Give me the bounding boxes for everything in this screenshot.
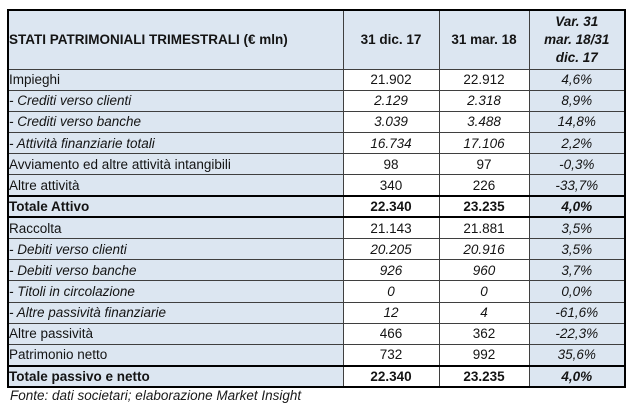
- value-31-mar-18: 2.318: [438, 89, 530, 112]
- value-31-dic-17: 22.340: [342, 364, 440, 388]
- value-var: -22,3%: [528, 322, 626, 345]
- row-label: Altre attività: [7, 174, 344, 197]
- value-31-dic-17: 732: [342, 343, 440, 367]
- value-31-mar-18: 226: [438, 174, 530, 197]
- value-31-dic-17: 340: [342, 174, 440, 197]
- value-var: 4,0%: [528, 364, 626, 388]
- table-row: - Titoli in circolazione 0 0 0,0%: [7, 280, 626, 303]
- row-label: - Altre passività finanziarie: [7, 301, 344, 324]
- value-var: -0,3%: [528, 153, 626, 176]
- row-label: Altre passività: [7, 322, 344, 345]
- table-row: - Debiti verso clienti 20.205 20.916 3,5%: [7, 237, 626, 261]
- value-31-dic-17: 2.129: [342, 89, 440, 112]
- var-header-line-1: Var. 31: [555, 14, 599, 30]
- value-var: 8,9%: [528, 89, 626, 112]
- row-label: Avviamento ed altre attività intangibili: [7, 153, 344, 176]
- value-31-dic-17: 22.340: [342, 195, 440, 219]
- row-label: - Debiti verso banche: [7, 259, 344, 282]
- value-31-dic-17: 21.143: [342, 216, 440, 240]
- row-label: Raccolta: [7, 216, 344, 240]
- value-31-dic-17: 21.902: [342, 68, 440, 91]
- row-label: Totale passivo e netto: [7, 364, 344, 388]
- value-31-mar-18: 0: [438, 280, 530, 303]
- table-row: Raccolta 21.143 21.881 3,5%: [7, 216, 626, 240]
- value-var: 4,6%: [528, 68, 626, 91]
- table-row: - Crediti verso clienti 2.129 2.318 8,9%: [7, 89, 626, 112]
- row-label: - Crediti verso banche: [7, 110, 344, 134]
- value-31-mar-18: 17.106: [438, 132, 530, 155]
- value-var: 4,0%: [528, 195, 626, 219]
- table-title: STATI PATRIMONIALI TRIMESTRALI (€ mln): [7, 9, 344, 70]
- value-var: 3,5%: [528, 237, 626, 261]
- value-31-dic-17: 0: [342, 280, 440, 303]
- value-31-mar-18: 97: [438, 153, 530, 176]
- value-31-dic-17: 20.205: [342, 237, 440, 261]
- value-31-dic-17: 466: [342, 322, 440, 345]
- table-row: Altre passività 466 362 -22,3%: [7, 322, 626, 345]
- table-row: - Debiti verso banche 926 960 3,7%: [7, 259, 626, 282]
- table-row: - Attività finanziarie totali 16.734 17.10…: [7, 132, 626, 155]
- value-var: 2,2%: [528, 132, 626, 155]
- var-header-line-3: dic. 17: [555, 49, 598, 65]
- balance-sheet-table: STATI PATRIMONIALI TRIMESTRALI (€ mln) 3…: [7, 9, 626, 388]
- row-label: - Crediti verso clienti: [7, 89, 344, 112]
- value-31-mar-18: 23.235: [438, 195, 530, 219]
- value-var: -33,7%: [528, 174, 626, 197]
- row-label: Patrimonio netto: [7, 343, 344, 367]
- table-row: Totale passivo e netto 22.340 23.235 4,0%: [7, 364, 626, 388]
- value-31-dic-17: 926: [342, 259, 440, 282]
- row-label: - Titoli in circolazione: [7, 280, 344, 303]
- table-row: Patrimonio netto 732 992 35,6%: [7, 343, 626, 367]
- value-var: 35,6%: [528, 343, 626, 367]
- row-label: Impieghi: [7, 68, 344, 91]
- value-31-mar-18: 960: [438, 259, 530, 282]
- value-31-mar-18: 362: [438, 322, 530, 345]
- value-31-mar-18: 20.916: [438, 237, 530, 261]
- value-31-dic-17: 16.734: [342, 132, 440, 155]
- column-header-31-mar-18: 31 mar. 18: [438, 9, 530, 70]
- row-label: - Attività finanziarie totali: [7, 132, 344, 155]
- var-header-line-2: mar. 18/31: [544, 31, 610, 47]
- table-row: Avviamento ed altre attività intangibili…: [7, 153, 626, 176]
- row-label: - Debiti verso clienti: [7, 237, 344, 261]
- table-row: - Altre passività finanziarie 12 4 -61,6%: [7, 301, 626, 324]
- value-var: -61,6%: [528, 301, 626, 324]
- value-var: 3,5%: [528, 216, 626, 240]
- table-row: Altre attività 340 226 -33,7%: [7, 174, 626, 197]
- value-31-mar-18: 3.488: [438, 110, 530, 134]
- value-31-mar-18: 23.235: [438, 364, 530, 388]
- table-body: Impieghi 21.902 22.912 4,6% - Crediti verso …: [7, 68, 626, 388]
- value-31-dic-17: 98: [342, 153, 440, 176]
- value-var: 3,7%: [528, 259, 626, 282]
- source-note: Fonte: dati societari; elaborazione Mark…: [10, 388, 302, 403]
- table-header: STATI PATRIMONIALI TRIMESTRALI (€ mln) 3…: [7, 9, 626, 70]
- value-31-dic-17: 3.039: [342, 110, 440, 134]
- column-header-var: Var. 31 mar. 18/31 dic. 17: [528, 9, 626, 70]
- table-row: Totale Attivo 22.340 23.235 4,0%: [7, 195, 626, 219]
- table-row: - Crediti verso banche 3.039 3.488 14,8%: [7, 110, 626, 134]
- header-row: STATI PATRIMONIALI TRIMESTRALI (€ mln) 3…: [7, 9, 626, 70]
- value-var: 0,0%: [528, 280, 626, 303]
- value-31-mar-18: 992: [438, 343, 530, 367]
- column-header-31-dic-17: 31 dic. 17: [342, 9, 440, 70]
- value-31-mar-18: 22.912: [438, 68, 530, 91]
- row-label: Totale Attivo: [7, 195, 344, 219]
- value-31-mar-18: 21.881: [438, 216, 530, 240]
- table-row: Impieghi 21.902 22.912 4,6%: [7, 68, 626, 91]
- value-31-dic-17: 12: [342, 301, 440, 324]
- balance-sheet-table-wrap: STATI PATRIMONIALI TRIMESTRALI (€ mln) 3…: [7, 9, 626, 388]
- value-31-mar-18: 4: [438, 301, 530, 324]
- value-var: 14,8%: [528, 110, 626, 134]
